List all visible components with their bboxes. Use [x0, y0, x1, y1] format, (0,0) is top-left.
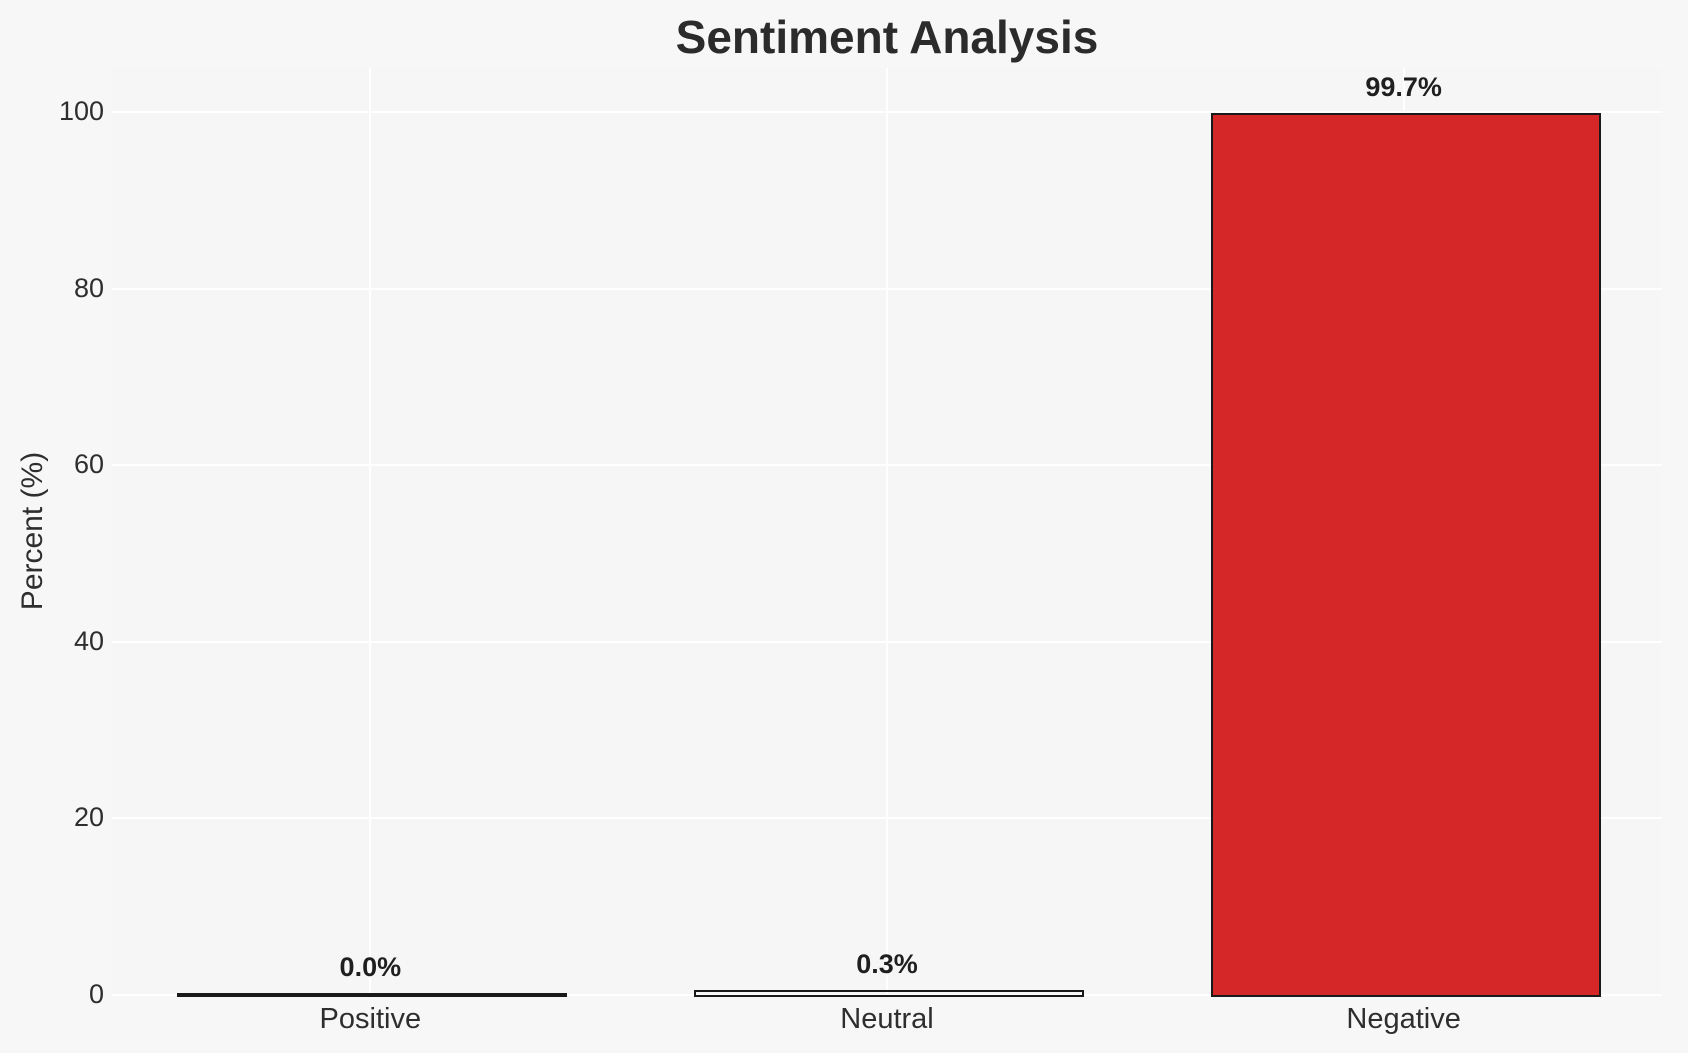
bar-value-label-negative: 99.7%	[1365, 72, 1442, 102]
y-tick-label-0: 0	[88, 979, 104, 1009]
bar-neutral	[694, 990, 1084, 997]
x-tick-label-positive: Positive	[319, 1003, 422, 1035]
bar-value-label-positive: 0.0%	[339, 952, 402, 982]
chart-title: Sentiment Analysis	[675, 11, 1099, 63]
y-tick-label-100: 100	[58, 96, 104, 126]
plot-area: 0.0% 0.3% 99.7%	[112, 68, 1662, 997]
bar-value-label-neutral: 0.3%	[856, 949, 918, 979]
y-tick-label-40: 40	[73, 625, 104, 656]
bar-negative	[1210, 113, 1601, 997]
x-tick-label-negative: Negative	[1346, 1003, 1461, 1035]
y-tick-label-60: 60	[73, 449, 104, 480]
v-gridline-positive	[369, 68, 372, 995]
x-tick-label-neutral: Neutral	[840, 1003, 934, 1035]
y-tick-label-80: 80	[73, 272, 104, 303]
y-tick-label-20: 20	[73, 802, 104, 833]
v-gridline-neutral	[886, 68, 888, 995]
bar-positive	[177, 993, 568, 997]
